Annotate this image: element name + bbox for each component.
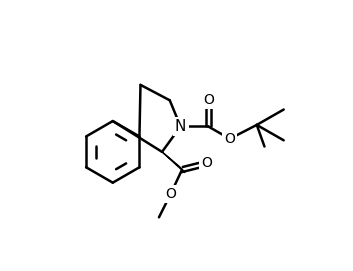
Text: O: O: [165, 187, 176, 201]
Text: O: O: [225, 132, 235, 146]
Text: N: N: [175, 119, 186, 134]
Text: O: O: [201, 156, 212, 170]
Text: O: O: [203, 93, 214, 107]
Polygon shape: [162, 152, 185, 173]
